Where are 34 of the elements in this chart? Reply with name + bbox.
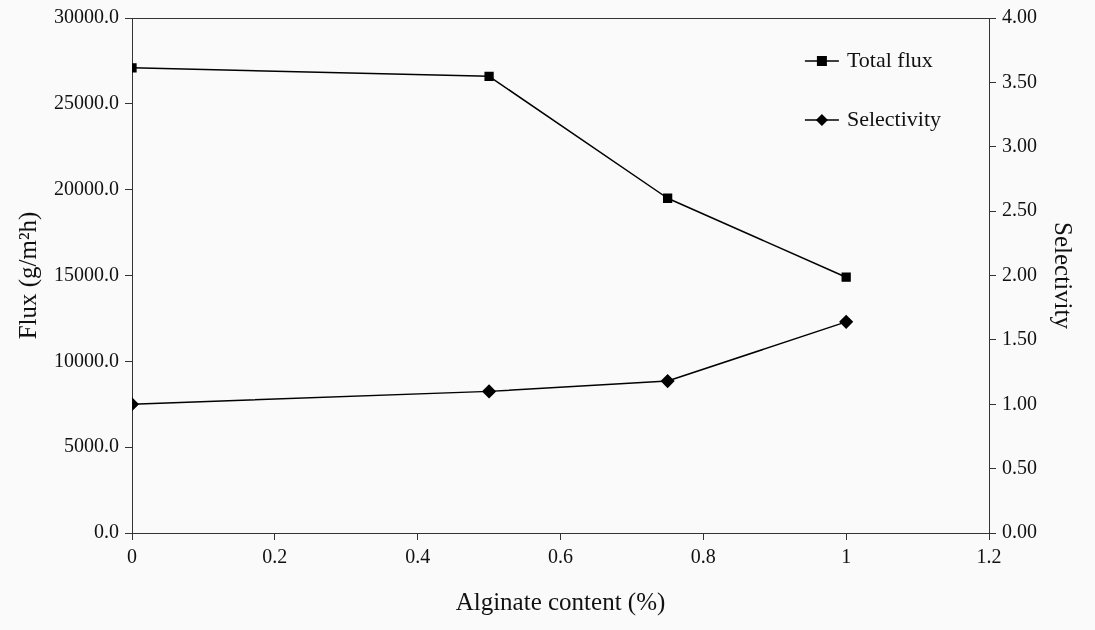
point <box>484 71 494 82</box>
y2-tick-label: 1.00 <box>1002 391 1037 414</box>
y-tick-label: 25000.0 <box>54 91 119 114</box>
point <box>662 193 673 203</box>
legend-label: Selectivity <box>846 105 941 131</box>
point <box>660 374 675 388</box>
y2-axis-title: Selectivity <box>1050 222 1078 330</box>
point <box>482 384 496 399</box>
y2-tick-label: 3.00 <box>1002 134 1037 156</box>
x-tick-label: 0.8 <box>690 545 716 568</box>
x-tick-label: 0.4 <box>405 545 431 568</box>
y-axis-title: Flux (g/m²h) <box>13 211 42 340</box>
y2-tick-label: 3.50 <box>1002 69 1037 92</box>
legend-label: Total flux <box>846 46 933 72</box>
y2-tick-label: 2.50 <box>1002 198 1037 221</box>
y-tick-label: 5000.0 <box>64 434 119 457</box>
y2-tick-label: 0.00 <box>1002 520 1037 543</box>
y-tick-label: 20000.0 <box>54 176 119 199</box>
y2-tick-label: 1.50 <box>1002 327 1037 350</box>
point <box>839 315 853 329</box>
y-tick-label: 30000.0 <box>54 5 119 28</box>
point <box>841 272 851 282</box>
y-tick-label: 0.0 <box>94 520 119 543</box>
x-axis-title: Alginate content (%) <box>455 587 666 616</box>
y2-tick-label: 4.00 <box>1002 5 1037 28</box>
x-tick-label: 0 <box>127 545 137 568</box>
x-tick-label: 0.6 <box>548 545 573 568</box>
y-tick-label: 10000.0 <box>54 348 119 371</box>
x-tick-label: 0.2 <box>262 545 288 568</box>
y-tick-label: 15000.0 <box>54 262 119 285</box>
x-tick-label: 1.2 <box>976 545 1002 568</box>
x-tick-label: 1 <box>841 545 852 568</box>
y2-tick-label: 0.50 <box>1002 455 1037 478</box>
y2-tick-label: 2.00 <box>1002 262 1037 285</box>
